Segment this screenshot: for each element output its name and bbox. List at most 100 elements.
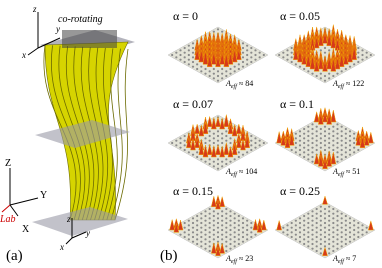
node <box>298 148 302 152</box>
node <box>307 221 310 225</box>
node <box>191 46 195 50</box>
node <box>340 153 343 156</box>
node <box>344 146 347 149</box>
node <box>200 70 203 73</box>
node <box>328 242 331 246</box>
node <box>241 240 245 243</box>
node <box>357 148 360 152</box>
spike <box>326 155 332 167</box>
spike <box>334 57 341 70</box>
node <box>303 155 306 159</box>
node <box>332 212 335 215</box>
frame-label: co-rotating <box>58 14 103 25</box>
node <box>340 231 343 234</box>
node <box>196 219 199 222</box>
node <box>290 235 293 239</box>
sub-panel: α = 0.1 Aeff ≈ 51 <box>274 97 376 178</box>
node <box>340 144 343 147</box>
spike <box>330 151 337 165</box>
node <box>216 221 220 225</box>
node <box>221 77 224 80</box>
node <box>171 53 174 57</box>
node <box>336 238 339 241</box>
frame-axes <box>27 12 61 56</box>
sub-panel: α = 0.15 Aeff ≈ 23 <box>167 184 269 265</box>
node <box>191 226 195 229</box>
node <box>307 70 310 73</box>
node <box>258 139 261 142</box>
node <box>212 219 215 222</box>
node <box>221 30 224 33</box>
spike <box>338 53 345 67</box>
node <box>336 132 339 135</box>
node <box>200 235 203 239</box>
node <box>336 247 339 250</box>
node <box>348 153 352 156</box>
node <box>204 219 207 222</box>
node <box>200 158 203 161</box>
node <box>311 214 314 218</box>
node <box>323 207 327 211</box>
spike <box>194 137 200 148</box>
node <box>229 233 232 236</box>
node <box>237 63 240 66</box>
node <box>216 158 220 161</box>
area-label: Aeff ≈ 122 <box>332 79 364 90</box>
node <box>332 226 335 229</box>
spike <box>252 219 259 231</box>
node <box>216 74 220 78</box>
spike <box>276 131 282 144</box>
node <box>328 247 331 250</box>
node <box>179 233 182 236</box>
node <box>298 65 302 68</box>
node <box>311 210 314 213</box>
area-symbol: A <box>225 79 231 88</box>
node <box>348 144 352 147</box>
node <box>216 139 220 142</box>
node <box>311 155 314 159</box>
node <box>319 214 322 218</box>
node <box>319 228 322 232</box>
node <box>237 228 240 232</box>
node <box>191 221 195 225</box>
spike <box>206 144 213 155</box>
spike <box>318 32 324 46</box>
node <box>319 205 322 208</box>
node <box>246 151 249 154</box>
sub-panel: α = 0.07 Aeff ≈ 104 <box>167 97 269 178</box>
alpha-label: α = 0.1 <box>280 97 314 111</box>
node <box>315 130 318 133</box>
node <box>246 58 249 61</box>
spike <box>313 59 320 72</box>
node <box>250 231 253 234</box>
node <box>315 226 318 229</box>
node <box>187 151 190 154</box>
node <box>196 63 199 66</box>
node <box>344 224 347 227</box>
node <box>246 44 249 47</box>
node <box>229 137 232 140</box>
node <box>361 233 364 236</box>
node <box>336 155 339 159</box>
node <box>225 226 228 229</box>
node <box>307 240 310 243</box>
spike <box>211 242 217 254</box>
node <box>307 139 310 142</box>
node <box>361 228 364 232</box>
node <box>262 141 265 145</box>
node <box>294 141 297 145</box>
node <box>246 233 249 236</box>
node <box>183 139 186 142</box>
node <box>328 210 331 213</box>
node <box>212 224 215 227</box>
node <box>344 141 347 145</box>
node <box>196 238 199 241</box>
node <box>250 56 253 59</box>
node <box>361 49 364 52</box>
node <box>328 238 331 241</box>
node <box>212 233 215 236</box>
node <box>298 139 302 142</box>
node <box>323 240 327 243</box>
node <box>323 74 327 78</box>
